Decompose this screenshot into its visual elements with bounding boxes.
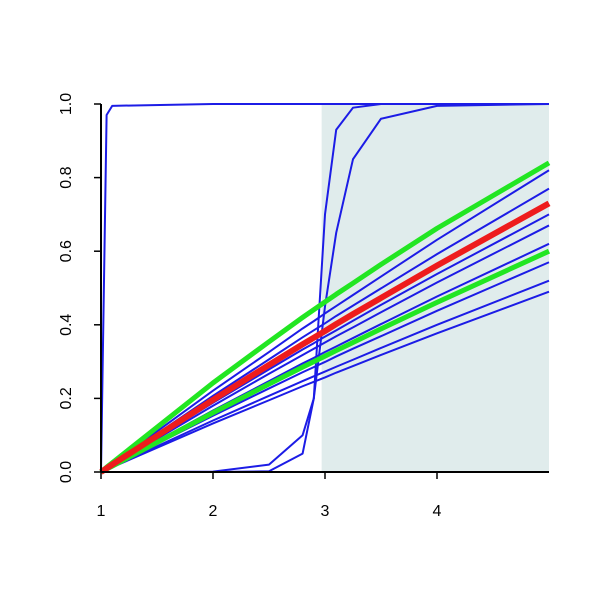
y-tick-label: 0.2 xyxy=(58,387,75,409)
y-tick-label: 0.6 xyxy=(58,240,75,262)
y-tick-label: 1.0 xyxy=(58,93,75,115)
x-tick-label: 4 xyxy=(433,503,442,520)
x-tick-label: 1 xyxy=(97,503,106,520)
y-tick-label: 0.0 xyxy=(58,461,75,483)
x-tick-label: 2 xyxy=(209,503,218,520)
y-tick-label: 0.8 xyxy=(58,166,75,188)
shaded-region xyxy=(321,104,549,472)
y-tick-label: 0.4 xyxy=(58,314,75,336)
series-line xyxy=(99,200,551,475)
x-tick-label: 3 xyxy=(321,503,330,520)
